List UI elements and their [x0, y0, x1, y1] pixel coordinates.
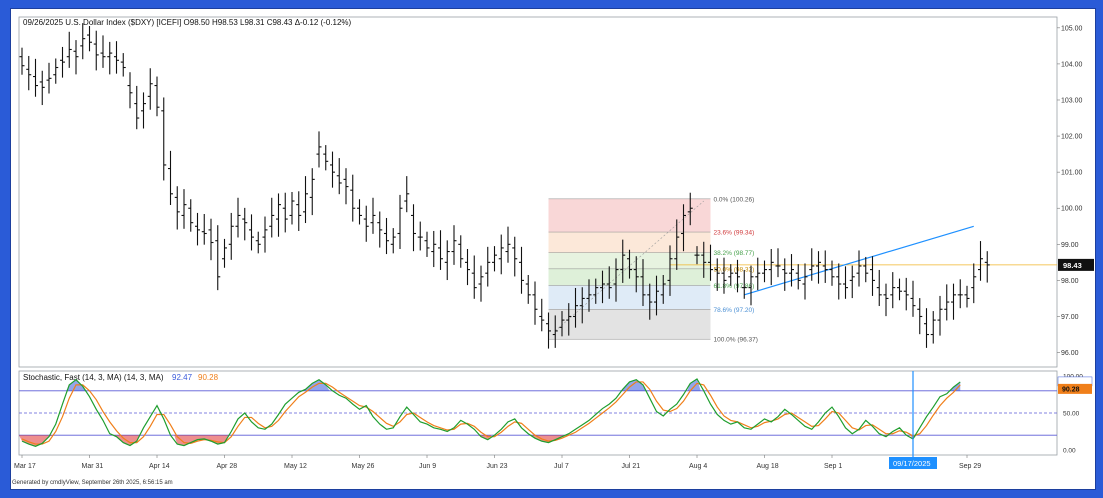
stochastic-y-tick-label: 50.00 — [1063, 411, 1080, 418]
footer-credit: Generated by cmdlyView, September 26th 2… — [12, 480, 173, 486]
ohlc-readout: O98.50 H98.53 L98.31 C98.43 Δ-0.12 (-0.1… — [184, 18, 352, 27]
x-axis-label: Mar 31 — [82, 463, 104, 470]
x-axis-label: Jun 23 — [487, 463, 508, 470]
x-axis-label: May 12 — [284, 463, 307, 470]
fib-zone — [548, 285, 711, 310]
fib-zone — [548, 309, 711, 340]
x-axis-label: May 26 — [352, 463, 375, 470]
oversold-fill — [19, 435, 917, 447]
fib-level-label: 61.8% (97.86) — [714, 283, 755, 290]
x-axis-label: Sep 29 — [959, 463, 981, 470]
x-axis-label: Aug 18 — [757, 463, 779, 470]
stochastic-k-readout: 92.47 — [172, 373, 193, 382]
price-y-tick-label: 101.00 — [1061, 170, 1083, 177]
chart-frame: 09/26/2025 U.S. Dollar Index ($DXY) [ICE… — [10, 8, 1096, 490]
x-axis-label: Apr 14 — [149, 463, 170, 470]
price-y-tick-label: 97.00 — [1061, 314, 1079, 321]
chart-header: 09/26/2025 U.S. Dollar Index ($DXY) [ICE… — [23, 18, 352, 27]
price-y-tick-label: 99.00 — [1061, 242, 1079, 249]
fib-level-label: 38.2% (98.77) — [714, 250, 755, 257]
price-y-tick-label: 105.00 — [1061, 25, 1083, 32]
x-axis-label: Apr 28 — [217, 463, 238, 470]
price-y-tick-label: 96.00 — [1061, 350, 1079, 357]
x-axis-label: Jul 7 — [554, 463, 569, 470]
stochastic-d-line — [21, 381, 961, 445]
x-axis-label: Mar 17 — [14, 463, 36, 470]
price-y-tick-label: 98.00 — [1061, 278, 1079, 285]
fib-zone — [548, 232, 711, 253]
price-y-tick-label: 103.00 — [1061, 97, 1083, 104]
stochastic-y-tick-label: 0.00 — [1063, 448, 1076, 455]
stochastic-d-readout: 90.28 — [198, 373, 219, 382]
fib-diagonal — [555, 200, 704, 332]
fib-level-label: 0.0% (100.26) — [714, 196, 755, 203]
x-axis-label: Sep 1 — [824, 463, 842, 470]
x-axis-label: Aug 4 — [689, 463, 707, 470]
stochastic-k-line — [21, 378, 961, 447]
chart-title: 09/26/2025 U.S. Dollar Index ($DXY) [ICE… — [23, 18, 184, 27]
fib-level-label: 23.6% (99.34) — [714, 230, 755, 237]
last-value-tag — [1058, 258, 1094, 271]
price-y-tick-label: 104.00 — [1061, 61, 1083, 68]
price-panel-border — [18, 16, 1058, 368]
fib-level-label: 100.0% (96.37) — [714, 337, 758, 344]
x-axis-label: Jun 9 — [419, 463, 436, 470]
x-axis-label: Jul 21 — [622, 463, 641, 470]
fib-level-label: 50.0% (98.32) — [714, 266, 755, 273]
fib-zone — [548, 198, 711, 233]
stochastic-d-tag-label: 90.28 — [1062, 386, 1080, 393]
price-y-tick-label: 100.00 — [1061, 206, 1083, 213]
last-value-label: 98.43 — [1063, 261, 1082, 270]
chart-canvas: 09/26/2025 U.S. Dollar Index ($DXY) [ICE… — [14, 16, 1094, 470]
date-marker-tag — [889, 457, 937, 469]
stochastic-title: Stochastic, Fast (14, 3, MA) (14, 3, MA) — [23, 373, 164, 382]
fib-level-label: 78.6% (97.20) — [714, 307, 755, 314]
price-y-tick-label: 102.00 — [1061, 134, 1083, 141]
stochastic-d-tag — [1058, 383, 1092, 394]
date-marker-label: 09/17/2025 — [893, 459, 931, 468]
